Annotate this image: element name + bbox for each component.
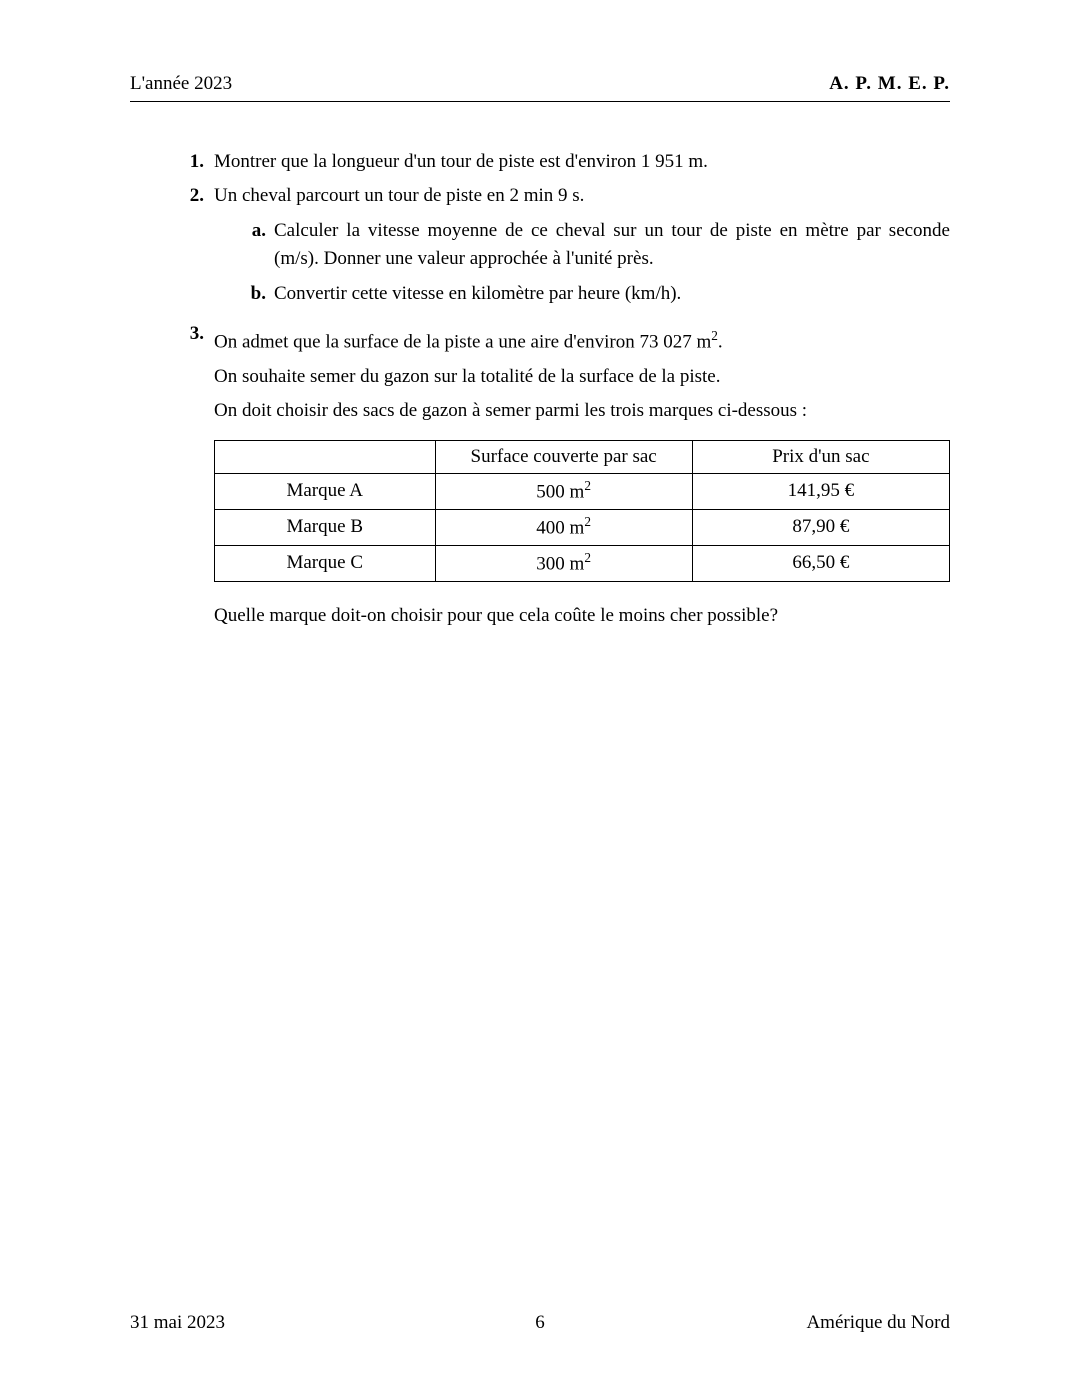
- table-row: Marque C 300 m2 66,50 €: [215, 545, 950, 581]
- surface-cell: 500 m2: [435, 474, 692, 510]
- question-2-text: Un cheval parcourt un tour de piste en 2…: [214, 185, 584, 206]
- question-1-number: 1.: [176, 148, 214, 177]
- question-2b-text: Convertir cette vitesse en kilomètre par…: [274, 280, 950, 309]
- squared-exponent: 2: [584, 478, 591, 493]
- question-3-body: On admet que la surface de la piste a un…: [214, 320, 950, 636]
- question-1: 1. Montrer que la longueur d'un tour de …: [176, 148, 950, 177]
- brand-cell: Marque B: [215, 510, 436, 546]
- question-3-closing: Quelle marque doit-on choisir pour que c…: [214, 602, 950, 631]
- surface-cell: 400 m2: [435, 510, 692, 546]
- price-cell: 141,95 €: [692, 474, 949, 510]
- surface-value: 400 m: [536, 517, 584, 538]
- question-2a-text: Calculer la vitesse moyenne de ce cheval…: [274, 217, 950, 274]
- question-2-body: Un cheval parcourt un tour de piste en 2…: [214, 182, 950, 314]
- content: 1. Montrer que la longueur d'un tour de …: [176, 148, 950, 643]
- surface-cell: 300 m2: [435, 545, 692, 581]
- table-header-row: Surface couverte par sac Prix d'un sac: [215, 440, 950, 474]
- brand-cell: Marque C: [215, 545, 436, 581]
- header-left: L'année 2023: [130, 70, 232, 99]
- question-2b: b. Convertir cette vitesse en kilomètre …: [242, 280, 950, 309]
- question-3-number: 3.: [176, 320, 214, 636]
- question-2-number: 2.: [176, 182, 214, 314]
- header-right: A. P. M. E. P.: [829, 70, 950, 99]
- question-3-line1b: .: [718, 331, 723, 352]
- table-row: Marque B 400 m2 87,90 €: [215, 510, 950, 546]
- table-row: Marque A 500 m2 141,95 €: [215, 474, 950, 510]
- surface-value: 500 m: [536, 482, 584, 503]
- price-cell: 66,50 €: [692, 545, 949, 581]
- question-2-sublist: a. Calculer la vitesse moyenne de ce che…: [242, 217, 950, 309]
- question-1-text: Montrer que la longueur d'un tour de pis…: [214, 148, 950, 177]
- squared-exponent: 2: [584, 550, 591, 565]
- question-3-line2: On souhaite semer du gazon sur la totali…: [214, 363, 950, 392]
- question-3-line1: On admet que la surface de la piste a un…: [214, 326, 950, 357]
- footer-page-number: 6: [403, 1309, 676, 1338]
- brand-table: Surface couverte par sac Prix d'un sac M…: [214, 440, 950, 582]
- brand-cell: Marque A: [215, 474, 436, 510]
- footer-region: Amérique du Nord: [677, 1309, 950, 1338]
- header: L'année 2023 A. P. M. E. P.: [130, 70, 950, 102]
- table-header-surface: Surface couverte par sac: [435, 440, 692, 474]
- question-2a: a. Calculer la vitesse moyenne de ce che…: [242, 217, 950, 274]
- footer: 31 mai 2023 6 Amérique du Nord: [130, 1289, 950, 1338]
- squared-exponent: 2: [584, 514, 591, 529]
- footer-date: 31 mai 2023: [130, 1309, 403, 1338]
- page: L'année 2023 A. P. M. E. P. 1. Montrer q…: [0, 0, 1080, 1397]
- question-2a-number: a.: [242, 217, 274, 274]
- squared-exponent: 2: [711, 328, 718, 343]
- question-2b-number: b.: [242, 280, 274, 309]
- question-2: 2. Un cheval parcourt un tour de piste e…: [176, 182, 950, 314]
- table-header-price: Prix d'un sac: [692, 440, 949, 474]
- question-3-line1a: On admet que la surface de la piste a un…: [214, 331, 711, 352]
- question-3-line3: On doit choisir des sacs de gazon à seme…: [214, 397, 950, 426]
- table-header-empty: [215, 440, 436, 474]
- surface-value: 300 m: [536, 553, 584, 574]
- price-cell: 87,90 €: [692, 510, 949, 546]
- question-3: 3. On admet que la surface de la piste a…: [176, 320, 950, 636]
